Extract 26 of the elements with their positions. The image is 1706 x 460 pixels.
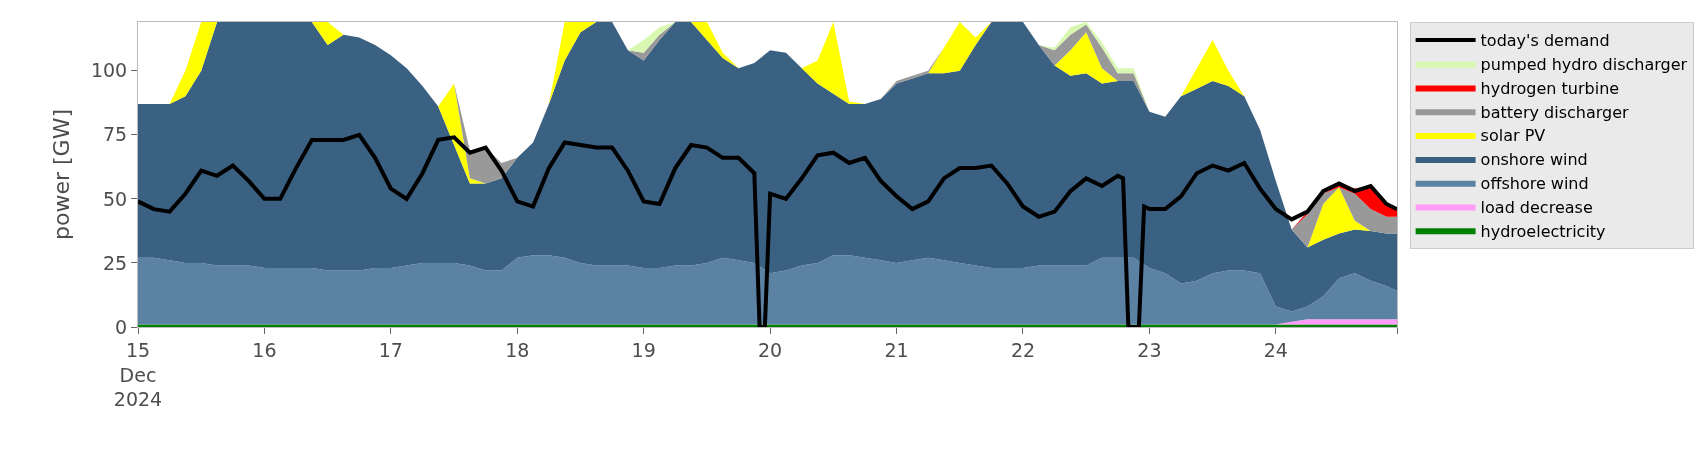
legend-label: onshore wind <box>1480 150 1588 170</box>
legend-label: load decrease <box>1480 197 1593 217</box>
y-tick-label: 75 <box>103 123 128 146</box>
legend-label: battery discharger <box>1480 102 1630 122</box>
y-tick-label: 0 <box>115 315 128 338</box>
x-tick-label: 23 <box>1137 338 1162 361</box>
x-tick-label: 16 <box>252 338 277 361</box>
y-tick-label: 100 <box>90 59 128 82</box>
x-tick-label: 20 <box>758 338 783 361</box>
line-series <box>138 132 1397 327</box>
y-axis-title: power [GW] <box>48 109 74 240</box>
y-tick-label: 25 <box>103 251 128 274</box>
x-tick-label: 22 <box>1010 338 1036 361</box>
legend-label: today's demand <box>1480 31 1610 51</box>
x-tick-label: 21 <box>884 338 909 361</box>
legend-label: offshore wind <box>1480 173 1589 193</box>
y-tick-label: 50 <box>103 187 128 210</box>
x-tick-label: 17 <box>378 338 403 361</box>
legend-label: hydroelectricity <box>1480 221 1606 241</box>
x-tick-label: 18 <box>505 338 530 361</box>
x-tick-label: 24 <box>1263 338 1288 361</box>
legend-label: hydrogen turbine <box>1480 78 1620 98</box>
legend-label: pumped hydro discharger <box>1480 54 1688 74</box>
x-tick-label: 15 Dec 2024 <box>113 338 163 411</box>
x-tick-label: 19 <box>631 338 656 361</box>
legend-label: solar PV <box>1480 126 1546 146</box>
